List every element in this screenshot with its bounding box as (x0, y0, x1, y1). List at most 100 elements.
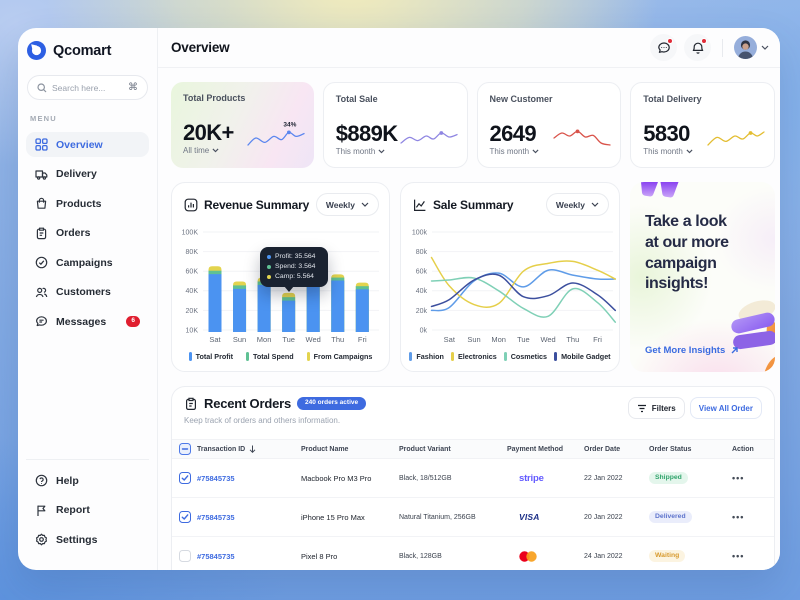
stat-card-total-delivery: Total Delivery 5830 This month (630, 82, 775, 168)
sale-summary-title: Sale Summary (433, 197, 514, 212)
stat-period-selector[interactable]: All time (183, 146, 219, 155)
svg-text:Fri: Fri (593, 335, 602, 344)
orders-active-badge: 240 orders active (297, 397, 367, 410)
orders-subtitle: Keep track of orders and others informat… (184, 416, 341, 425)
stat-period-label: This month (335, 147, 376, 156)
svg-text:Wed: Wed (540, 335, 555, 344)
view-all-orders-button[interactable]: View All Order (689, 397, 762, 419)
svg-text:0k: 0k (420, 327, 428, 334)
visa-logo: VISA (519, 512, 540, 522)
grid-icon (35, 138, 48, 151)
table-row: #75845735 Pixel 8 Pro Black, 128GB 24 Jan 2… (172, 537, 774, 570)
revenue-legend: Total Profit Total Spend From Campaigns (172, 352, 389, 361)
stat-period-label: This month (643, 147, 683, 156)
stat-period-selector[interactable]: This month (643, 147, 693, 156)
column-header-transaction-id[interactable]: Transaction ID (197, 445, 246, 453)
order-status-badge: Delivered (649, 510, 692, 524)
svg-text:Wed: Wed (306, 335, 321, 344)
sale-summary-header: Sale Summary Weekly (413, 193, 609, 216)
stat-label: New Customer (489, 94, 553, 104)
transaction-id[interactable]: #75845735 (197, 473, 235, 483)
table-row: #75845735 Macbook Pro M3 Pro Black, 18/512… (172, 459, 774, 498)
svg-text:Tue: Tue (517, 335, 530, 344)
promo-link[interactable]: Get More Insights (645, 345, 739, 356)
orders-actions: Filters View All Order (627, 397, 762, 419)
legend-label: Total Spend (253, 352, 294, 361)
revenue-period-select[interactable]: Weekly (315, 193, 379, 216)
transaction-id[interactable]: #75845735 (197, 512, 235, 522)
app-window: Qcomart ⌘ MENU Overview (18, 28, 780, 570)
product-name: iPhone 15 Pro Max (301, 512, 365, 522)
sale-legend: Fashion Electronics Cosmetics Mobile Gadget (401, 352, 619, 361)
sidebar-item-label: Delivery (56, 168, 97, 180)
sidebar-item-label: Campaigns (56, 256, 113, 269)
gear-icon (36, 533, 47, 546)
row-actions-button[interactable]: ••• (732, 512, 745, 522)
payment-method: VISA (507, 512, 572, 522)
row-checkbox[interactable] (179, 550, 191, 562)
svg-text:34%: 34% (283, 122, 296, 128)
profile-menu[interactable] (734, 36, 769, 59)
revenue-summary-title: Revenue Summary (204, 197, 310, 212)
stat-period-selector[interactable]: This month (490, 147, 540, 156)
revenue-summary-header: Revenue Summary Weekly (184, 193, 379, 216)
sort-descending-icon[interactable] (249, 445, 256, 453)
row-checkbox[interactable] (179, 511, 191, 523)
row-actions-button[interactable]: ••• (732, 551, 745, 561)
legend-swatch (554, 352, 558, 361)
svg-text:100K: 100K (182, 229, 199, 236)
sale-period-select[interactable]: Weekly (545, 193, 609, 216)
select-all-checkbox[interactable] (179, 443, 191, 455)
promo-3d-shapes (731, 300, 775, 372)
row-actions-button[interactable]: ••• (732, 473, 745, 483)
orders-table: Transaction ID Product Name Product Varian… (172, 439, 774, 570)
sidebar-item-settings[interactable]: Settings (26, 527, 149, 552)
svg-text:Thu: Thu (566, 335, 579, 344)
sidebar-item-label: Help (56, 474, 79, 487)
chat-button[interactable] (650, 34, 677, 61)
column-header-product-variant: Product Variant (399, 445, 451, 453)
notifications-button[interactable] (684, 34, 711, 61)
row-checkbox[interactable] (179, 472, 191, 484)
order-status-badge: Waiting (649, 549, 686, 563)
legend-item: Cosmetics (503, 352, 547, 361)
chevron-down-icon (686, 149, 693, 154)
legend-swatch (503, 352, 507, 361)
sidebar-item-delivery[interactable]: Delivery (26, 162, 149, 187)
bar-chart-icon (184, 198, 198, 211)
sidebar-item-customers[interactable]: Customers (26, 280, 149, 305)
check-icon (181, 514, 189, 520)
sidebar-item-orders[interactable]: Orders (26, 221, 149, 246)
sale-period-value: Weekly (555, 199, 585, 210)
chevron-down-icon (212, 148, 219, 153)
payment-method (507, 550, 572, 562)
stat-period-selector[interactable]: This month (336, 147, 386, 156)
product-variant: Natural Titanium, 256GB (399, 513, 476, 521)
search-input[interactable] (52, 82, 123, 93)
payment-method: stripe (507, 473, 572, 484)
sidebar-item-products[interactable]: Products (26, 191, 149, 216)
revenue-period-value: Weekly (325, 199, 355, 210)
view-all-label: View All Order (698, 403, 753, 413)
orders-icon (185, 397, 197, 410)
avatar (734, 36, 757, 59)
sidebar-item-help[interactable]: Help (26, 468, 149, 493)
sidebar-item-overview[interactable]: Overview (26, 132, 149, 157)
sidebar-item-label: Overview (56, 138, 103, 151)
sidebar-item-report[interactable]: Report (26, 498, 149, 523)
transaction-id[interactable]: #75845735 (197, 551, 235, 561)
tooltip-dot (267, 264, 271, 269)
sidebar-item-campaigns[interactable]: Campaigns (26, 250, 149, 275)
sidebar-item-label: Report (56, 504, 90, 516)
svg-text:Mon: Mon (257, 335, 272, 344)
legend-label: Electronics (457, 352, 497, 361)
legend-item: Electronics (450, 352, 497, 361)
chevron-down-icon (378, 149, 385, 154)
filters-button[interactable]: Filters (627, 397, 685, 419)
svg-text:40k: 40k (416, 288, 428, 295)
svg-text:Sun: Sun (233, 335, 246, 344)
svg-text:20K: 20K (186, 308, 199, 315)
sidebar-item-messages[interactable]: Messages 6 (26, 309, 149, 334)
table-row: #75845735 iPhone 15 Pro Max Natural Titani… (172, 498, 774, 537)
search-box[interactable]: ⌘ (27, 75, 148, 100)
